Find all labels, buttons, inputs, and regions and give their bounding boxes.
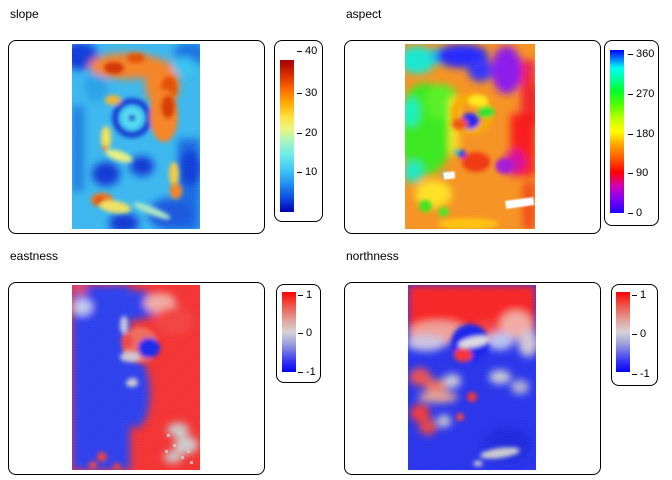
legend-tick: 90 xyxy=(628,167,648,179)
tick-label: 270 xyxy=(636,87,655,100)
eastness-legend: 1 0 -1 xyxy=(276,284,321,383)
slope-raster-image xyxy=(72,44,200,229)
tick-label: 40 xyxy=(305,44,318,57)
legend-tick: 1 xyxy=(632,289,646,301)
slope-legend-gradient-bar xyxy=(280,60,294,212)
eastness-legend-gradient-bar xyxy=(282,292,296,372)
panel-aspect xyxy=(344,40,601,234)
panel-title-eastness: eastness xyxy=(10,249,59,263)
legend-tick: -1 xyxy=(632,368,650,380)
eastness-raster-image xyxy=(72,285,200,470)
tick-mark xyxy=(632,333,637,335)
eastness-raster xyxy=(72,285,200,470)
aspect-raster-image xyxy=(405,44,535,229)
slope-legend: 40 30 20 10 xyxy=(274,40,323,222)
tick-label: 10 xyxy=(305,165,318,178)
slope-raster xyxy=(72,44,200,229)
tick-mark xyxy=(628,212,633,214)
tick-mark xyxy=(628,172,633,174)
tick-label: 90 xyxy=(636,166,649,179)
legend-tick: 0 xyxy=(628,207,642,219)
tick-mark xyxy=(298,371,303,373)
tick-label: 180 xyxy=(636,127,655,140)
legend-tick: 20 xyxy=(297,127,317,139)
legend-tick: 180 xyxy=(628,128,654,140)
legend-tick: 1 xyxy=(298,289,312,301)
tick-mark xyxy=(297,132,302,134)
legend-tick: 30 xyxy=(297,87,317,99)
legend-tick: 40 xyxy=(297,45,317,57)
tick-mark xyxy=(632,294,637,296)
tick-label: 0 xyxy=(636,206,643,219)
panel-title-slope: slope xyxy=(10,7,39,21)
tick-label: 1 xyxy=(306,288,313,301)
northness-raster-image xyxy=(408,285,536,470)
aspect-raster xyxy=(405,44,535,229)
tick-mark xyxy=(297,171,302,173)
legend-tick: -1 xyxy=(298,366,316,378)
tick-label: 0 xyxy=(640,327,647,340)
tick-label: 30 xyxy=(305,86,318,99)
panel-eastness xyxy=(8,282,265,475)
tick-mark xyxy=(298,294,303,296)
tick-mark xyxy=(298,332,303,334)
panel-title-aspect: aspect xyxy=(346,7,382,21)
tick-label: 0 xyxy=(306,326,313,339)
tick-mark xyxy=(297,50,302,52)
tick-label: -1 xyxy=(306,365,316,378)
tick-label: 360 xyxy=(636,47,655,60)
legend-tick: 0 xyxy=(298,327,312,339)
tick-mark xyxy=(628,53,633,55)
tick-mark xyxy=(628,133,633,135)
panel-slope xyxy=(8,40,265,234)
panel-title-northness: northness xyxy=(346,249,399,263)
panel-northness xyxy=(344,282,601,475)
legend-tick: 270 xyxy=(628,88,654,100)
legend-tick: 0 xyxy=(632,328,646,340)
northness-legend: 1 0 -1 xyxy=(611,284,658,386)
tick-mark xyxy=(632,373,637,375)
northness-raster xyxy=(408,285,536,470)
tick-label: -1 xyxy=(640,367,650,380)
legend-tick: 360 xyxy=(628,48,654,60)
aspect-legend: 360 270 180 90 0 xyxy=(604,40,659,226)
aspect-legend-gradient-bar xyxy=(610,50,624,213)
tick-mark xyxy=(628,93,633,95)
northness-legend-gradient-bar xyxy=(616,292,630,372)
tick-mark xyxy=(297,92,302,94)
tick-label: 20 xyxy=(305,126,318,139)
tick-label: 1 xyxy=(640,288,647,301)
legend-tick: 10 xyxy=(297,166,317,178)
